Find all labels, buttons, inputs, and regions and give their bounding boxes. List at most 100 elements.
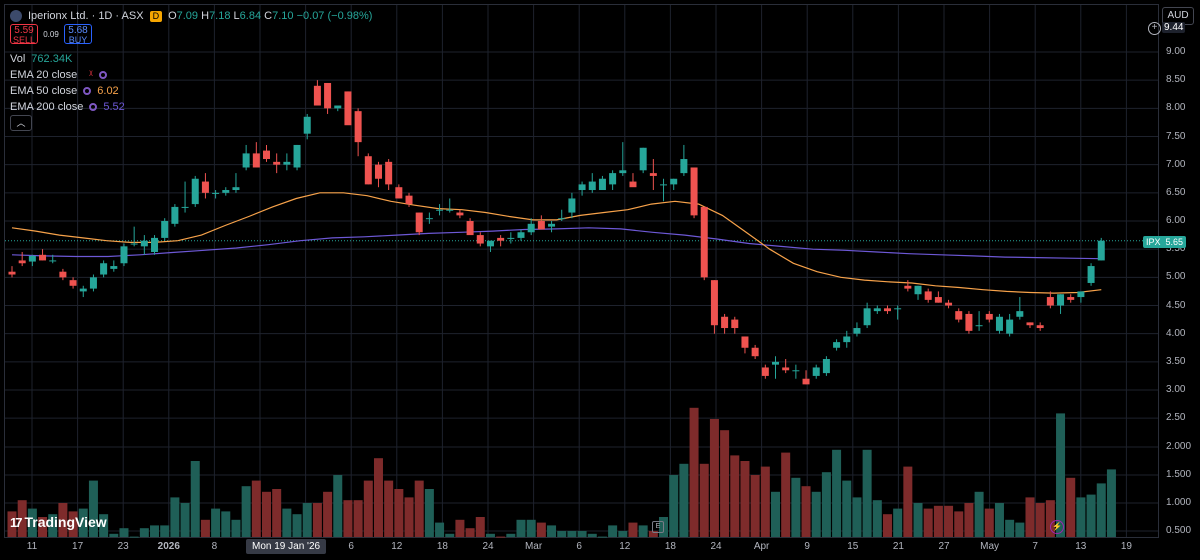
- candle-body: [181, 206, 189, 208]
- candle-body: [79, 288, 87, 292]
- symbol-title[interactable]: Iperionx Ltd. · 1D · ASX: [28, 10, 144, 22]
- collapse-legend-button[interactable]: ︿: [10, 115, 32, 131]
- volume-bar: [638, 525, 648, 537]
- candle-body: [324, 82, 332, 109]
- candle-body: [120, 246, 128, 264]
- volume-legend[interactable]: Vol 762.34K: [10, 53, 73, 65]
- candle-body: [598, 178, 606, 191]
- volume-bar: [1066, 477, 1076, 537]
- ema50-line: [11, 192, 1102, 294]
- ema200-line: [11, 227, 1102, 260]
- price-tick-label: 1.000: [1166, 497, 1192, 508]
- candle-body: [161, 221, 169, 238]
- candle-body: [1077, 291, 1085, 298]
- volume-bar: [363, 480, 373, 537]
- symbol-legend[interactable]: Iperionx Ltd. · 1D · ASX D O7.09 H7.18 L…: [10, 9, 372, 23]
- candle-body: [710, 280, 718, 326]
- volume-bar: [913, 503, 923, 537]
- candle-body: [39, 254, 47, 261]
- settings-icon[interactable]: [89, 103, 98, 111]
- time-tick-label: 13: [1075, 541, 1087, 552]
- volume-bar: [1056, 413, 1066, 537]
- tradingview-logo[interactable]: 17 TradingView: [10, 514, 107, 530]
- volume-bar: [7, 511, 17, 537]
- ema20-legend[interactable]: EMA 20 close ᵡ: [10, 68, 107, 82]
- candle-body: [772, 361, 779, 365]
- flash-icon[interactable]: ⚡: [1050, 520, 1064, 534]
- candle-body: [588, 181, 596, 191]
- sell-button[interactable]: 5.59 SELL: [10, 24, 38, 45]
- price-tick-label: 5.00: [1166, 271, 1186, 283]
- volume-bar: [27, 508, 37, 537]
- candle-body: [792, 370, 800, 372]
- interval-badge[interactable]: D: [149, 10, 163, 22]
- candle-body: [853, 328, 861, 334]
- candle-body: [69, 280, 77, 286]
- volume-bar: [1025, 497, 1035, 537]
- settings-icon[interactable]: [83, 87, 92, 95]
- candle-body: [497, 237, 505, 241]
- volume-bar: [292, 514, 302, 537]
- time-tick-label: 24: [482, 541, 494, 552]
- volume-bar: [241, 486, 251, 537]
- price-tick-label: 5.50: [1166, 243, 1186, 255]
- time-tick-label: 24: [710, 541, 722, 552]
- plus-icon[interactable]: +: [1148, 22, 1161, 35]
- volume-bar: [872, 500, 882, 537]
- candle-body: [751, 347, 759, 357]
- candle-body: [527, 223, 535, 233]
- volume-bar: [801, 486, 811, 537]
- volume-bar: [669, 475, 679, 537]
- volume-bar: [567, 531, 577, 537]
- candle-body: [995, 316, 1003, 331]
- volume-bar: [648, 531, 658, 537]
- time-tick-label: 6: [576, 541, 582, 552]
- candle-body: [110, 266, 118, 269]
- volume-bar: [129, 536, 139, 538]
- volume-bar: [272, 489, 282, 537]
- volume-bar: [394, 489, 404, 537]
- candle-body: [334, 105, 342, 109]
- candle-body: [904, 285, 912, 289]
- volume-bar: [48, 514, 58, 537]
- volume-bar: [994, 503, 1004, 537]
- candle-body: [8, 271, 16, 275]
- time-tick-label: 17: [72, 541, 84, 552]
- price-tick-label: 7.00: [1166, 158, 1186, 170]
- volume-bar: [516, 519, 526, 537]
- candle-body: [822, 359, 830, 374]
- volume-bar: [709, 419, 719, 537]
- candle-body: [212, 192, 220, 194]
- price-tick-label: 4.50: [1166, 299, 1186, 311]
- price-tick-label: 9.00: [1166, 46, 1186, 57]
- volume-bar: [628, 522, 638, 537]
- top-price-label: 9.44: [1162, 22, 1186, 33]
- time-tick-label: 27: [938, 541, 950, 552]
- time-tick-label: 15: [847, 541, 859, 552]
- settings-icon[interactable]: [98, 71, 107, 79]
- candle-body: [934, 297, 942, 303]
- buy-button[interactable]: 5.68 BUY: [64, 24, 92, 45]
- time-tick-label: 12: [619, 541, 631, 552]
- candle-body: [782, 367, 790, 371]
- candle-body: [568, 198, 576, 213]
- earnings-badge[interactable]: E: [652, 521, 664, 533]
- volume-bar: [1096, 483, 1106, 537]
- volume-bar: [414, 480, 424, 537]
- candle-body: [395, 187, 403, 199]
- volume-bar: [251, 480, 261, 537]
- candle-body: [232, 187, 240, 191]
- eye-off-icon[interactable]: ᵡ: [89, 69, 93, 80]
- candle-body: [894, 308, 902, 310]
- time-tick-label: May: [980, 541, 1000, 552]
- candle-body: [486, 240, 494, 247]
- volume-bar: [404, 497, 414, 537]
- time-tick-label: 7: [1032, 541, 1038, 552]
- volume-bar: [38, 517, 48, 537]
- candle-body: [59, 271, 67, 278]
- volume-bar: [974, 491, 984, 537]
- ema200-legend[interactable]: EMA 200 close 5.52: [10, 101, 125, 113]
- time-tick-label: 11: [26, 541, 38, 552]
- ema50-legend[interactable]: EMA 50 close 6.02: [10, 85, 119, 97]
